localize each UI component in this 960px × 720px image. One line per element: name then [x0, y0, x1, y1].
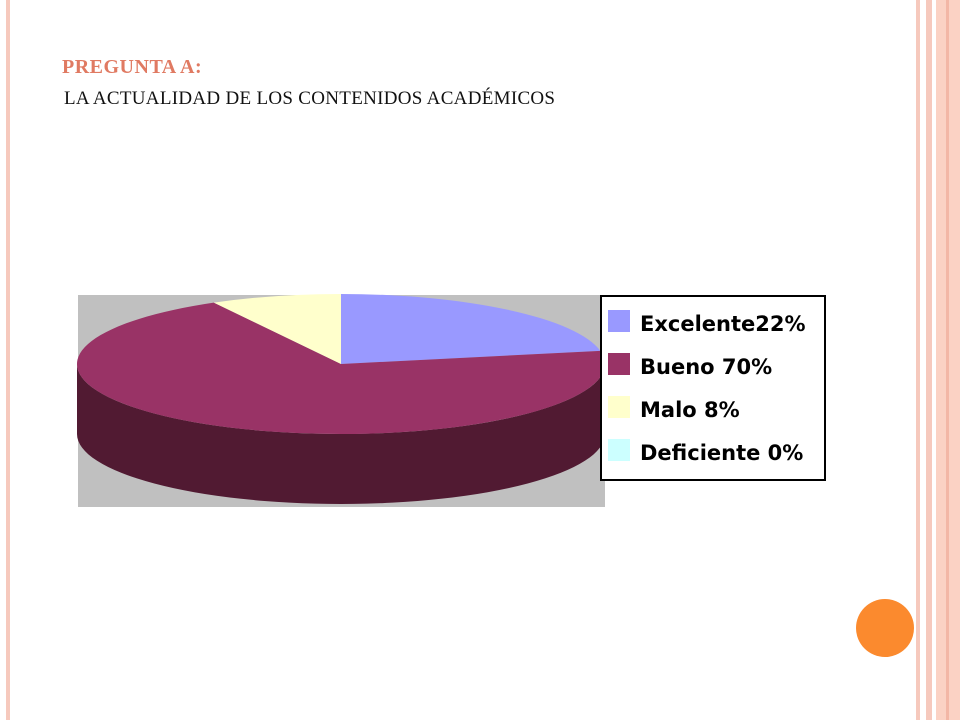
pie-slice-malo: [213, 294, 341, 364]
frame-left-border: [6, 0, 10, 720]
pie-group: [77, 294, 606, 504]
slide-subtitle: LA ACTUALIDAD DE LOS CONTENIDOS ACADÉMIC…: [64, 88, 556, 109]
legend-box: [600, 295, 826, 481]
legend-label-bueno: Bueno 70%: [640, 355, 772, 379]
legend-swatch-deficiente: [608, 439, 630, 461]
legend-label-malo: Malo 8%: [640, 398, 740, 422]
pie-side-bueno: [77, 364, 605, 504]
frame-right-border: [916, 0, 920, 720]
legend-label-excelente: Excelente22%: [640, 312, 806, 336]
legend-swatch-bueno: [608, 353, 630, 375]
frame-right-band-line: [946, 0, 949, 720]
decorative-orange-circle: [856, 599, 914, 657]
slide-title: PREGUNTA A:: [62, 56, 203, 78]
pie-slice-excelente: [341, 294, 601, 364]
legend-swatch-excelente: [608, 310, 630, 332]
legend-group: Excelente22% Bueno 70% Malo 8% Deficiente 0…: [608, 310, 806, 465]
pie-slice-bueno: [77, 302, 606, 434]
legend-label-deficiente: Deficiente 0%: [640, 441, 803, 465]
legend-swatch-malo: [608, 396, 630, 418]
frame-right-border-2: [926, 0, 932, 720]
